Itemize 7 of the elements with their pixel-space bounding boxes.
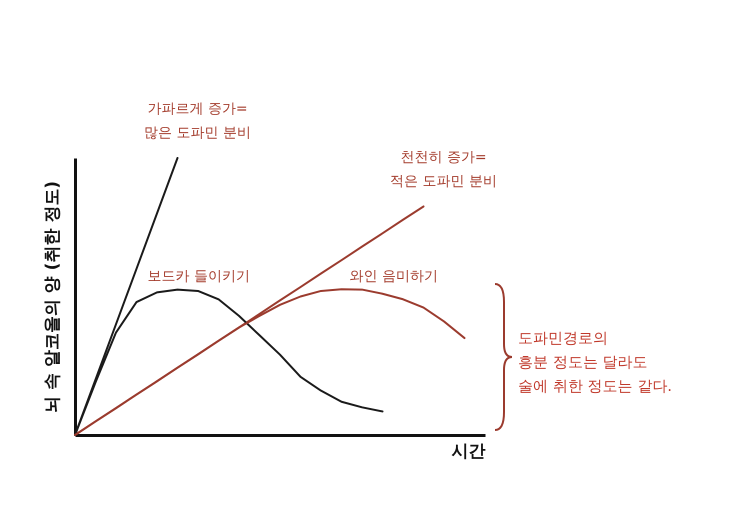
- series-label: 보드카 들이키기: [148, 268, 250, 285]
- x-axis-title: 시간: [452, 442, 486, 462]
- text: 도파민경로의 흥분 정도는 달라도 술에 취한 정도는 같다.: [518, 328, 672, 397]
- text: 가파르게 증가= 많은 도파민 분비: [144, 101, 251, 141]
- series-label: 와인 음미하기: [350, 268, 438, 284]
- y-axis-title: 뇌 속 알코올의 양 (취한 정도): [42, 180, 62, 414]
- text: 천천히 증가= 적은 도파민 분비: [390, 149, 497, 190]
